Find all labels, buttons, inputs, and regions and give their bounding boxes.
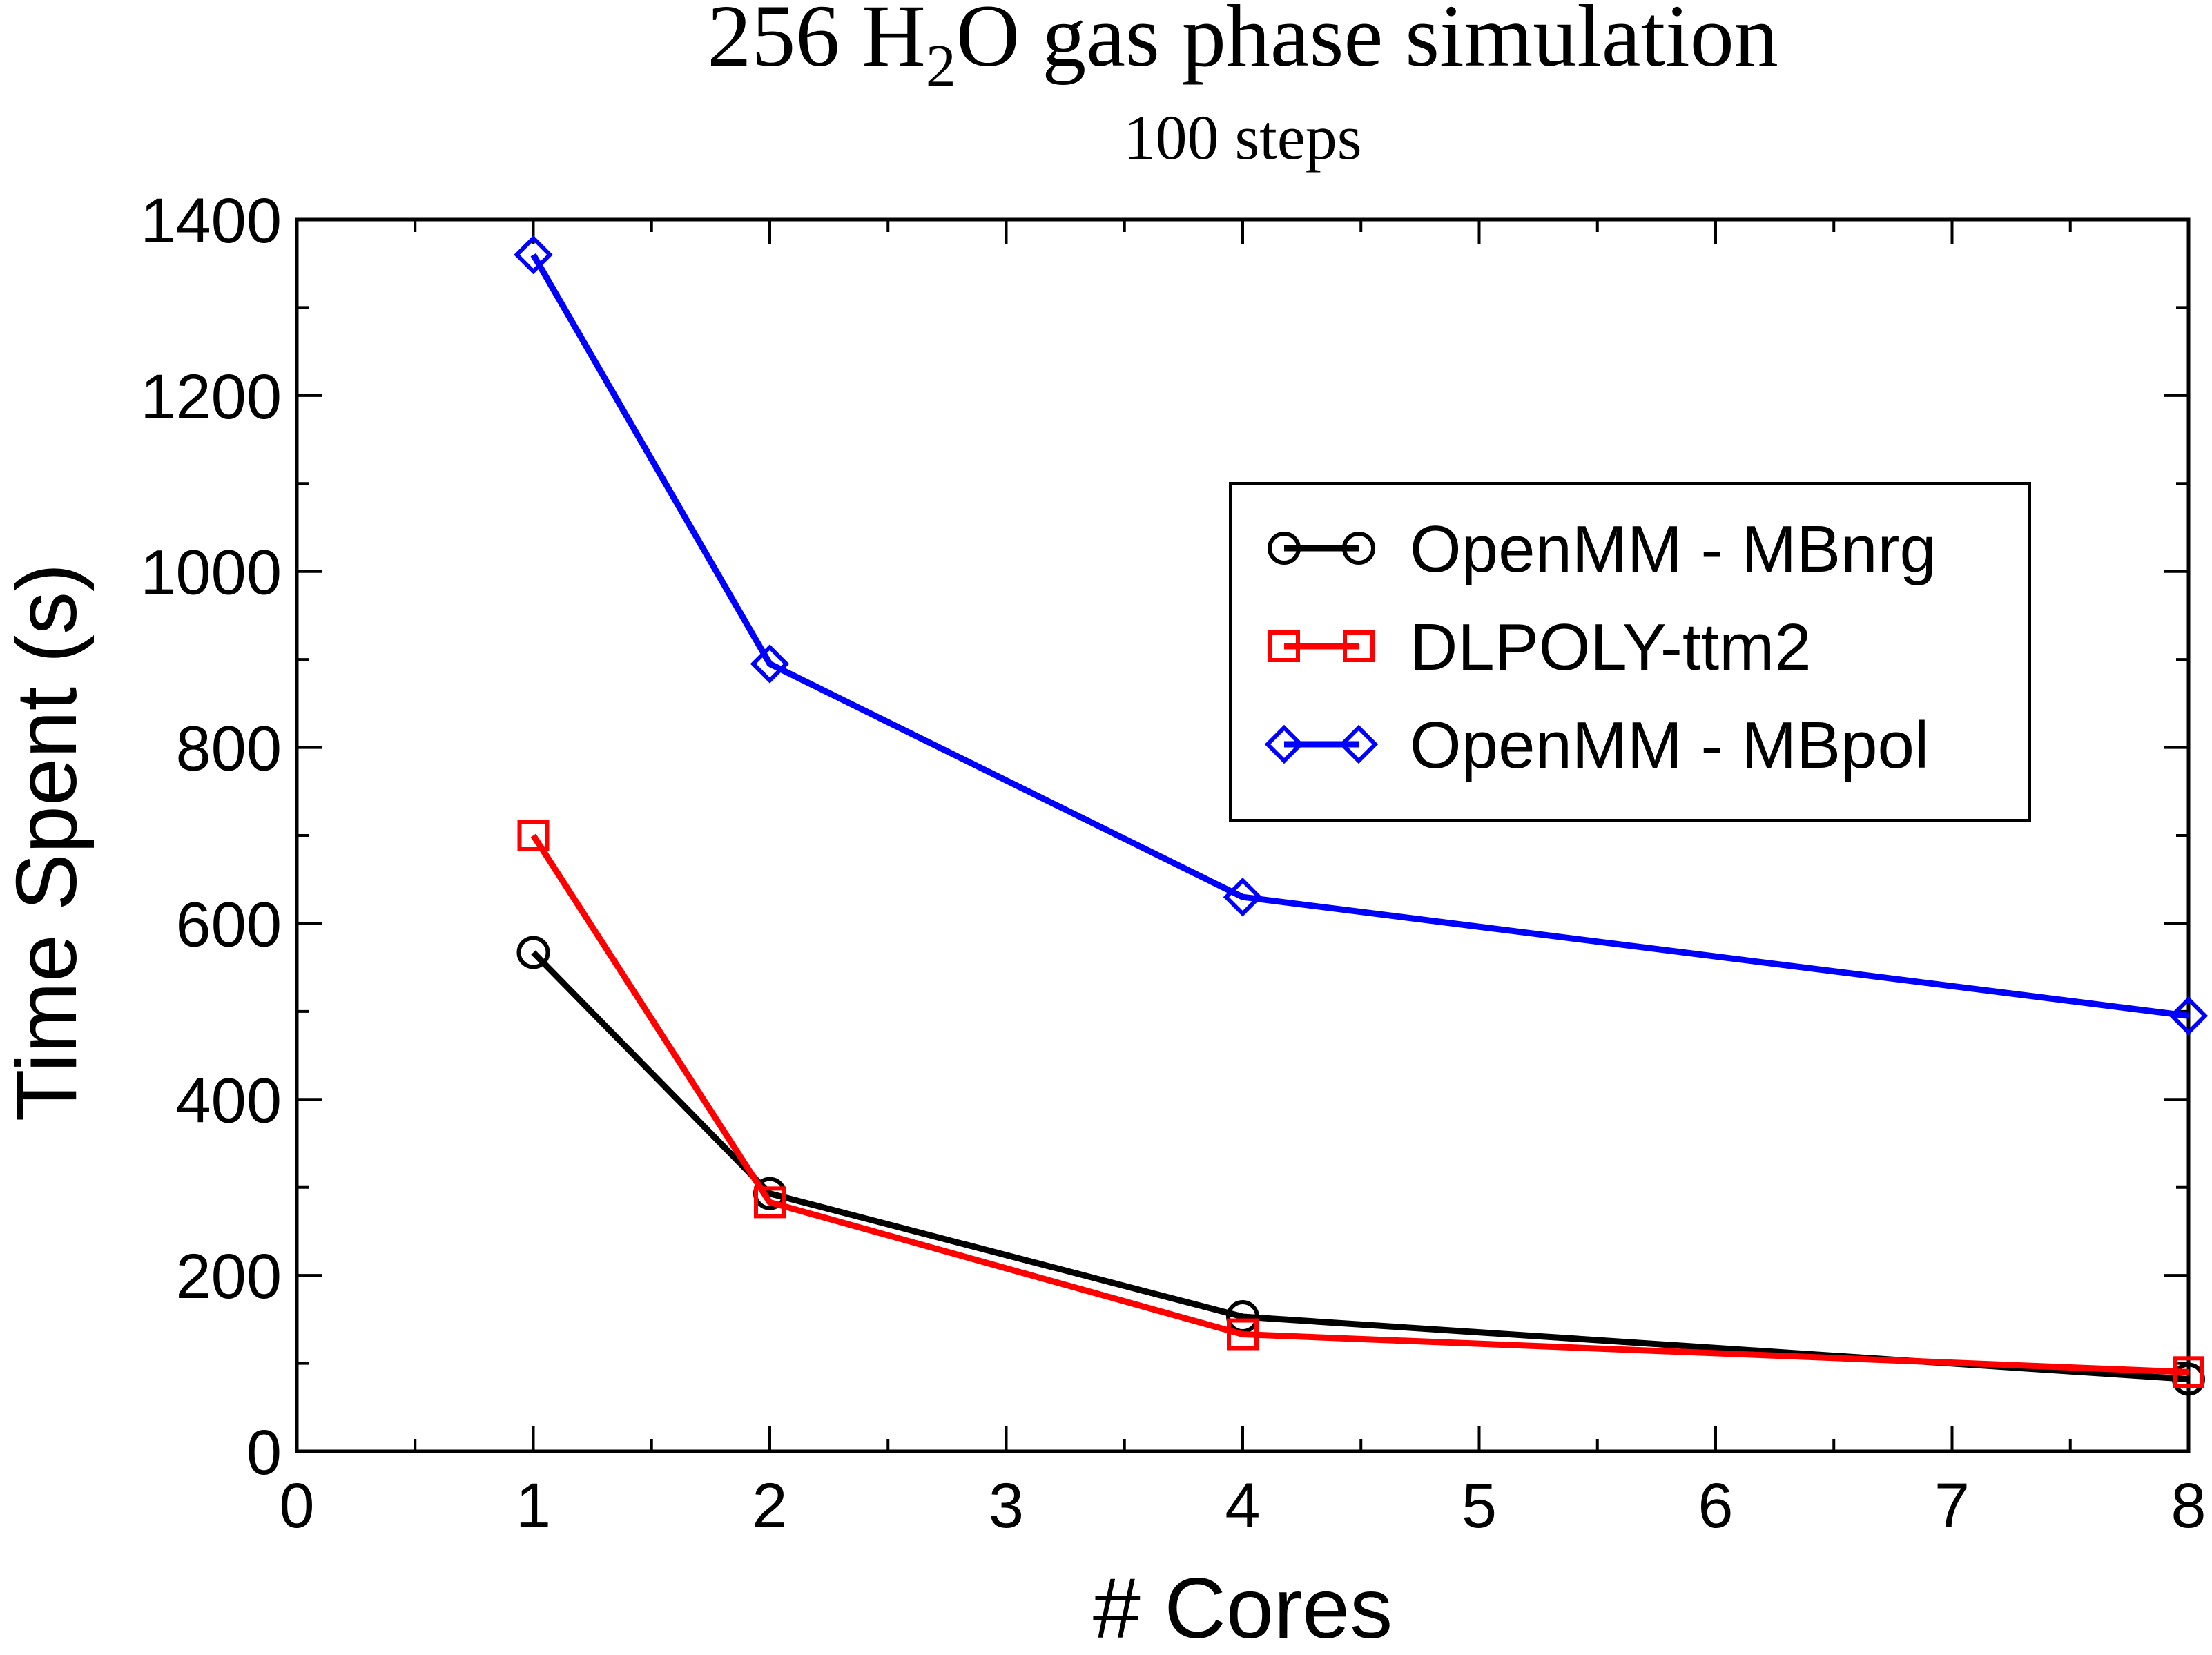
series-group: [514, 235, 2209, 1396]
series-line-openmm-mbnrg: [531, 950, 2189, 1382]
legend: OpenMM - MBnrg DLPOLY-ttm2 OpenMM - MBpol: [1229, 482, 2031, 822]
series-openmm-mbnrg: [516, 936, 2205, 1396]
data-point-dlpoly-ttm2: [754, 1186, 786, 1219]
series-line-dlpoly-ttm2: [530, 833, 2189, 1375]
data-point-dlpoly-ttm2: [517, 820, 550, 851]
data-point-openmm-mbpol: [514, 235, 553, 275]
y-axis-label: Time Spent (s): [0, 563, 95, 1121]
x-tick-label: 7: [1934, 1471, 1970, 1541]
x-axis-label: # Cores: [1093, 1561, 1393, 1652]
y-tick-label: 600: [176, 889, 282, 960]
data-point-openmm-mbpol: [1223, 877, 1263, 917]
y-tick-label: 1400: [140, 186, 282, 256]
y-tick-label: 200: [176, 1241, 282, 1312]
data-point-dlpoly-ttm2: [1227, 1318, 1259, 1351]
legend-marker: [1343, 630, 1375, 662]
chart-title-subscript: 2: [926, 33, 956, 100]
x-tick-label: 3: [989, 1471, 1024, 1541]
x-tick-label: 4: [1225, 1471, 1260, 1541]
legend-label: DLPOLY-ttm2: [1410, 610, 1812, 684]
axes: 0 1 2 3 4 5 6 7 8 0 200 400 600 800 1000 1200 1400: [140, 186, 2206, 1541]
x-tick-label: 1: [516, 1471, 551, 1541]
y-tick-label: 800: [176, 714, 282, 784]
series-line-openmm-mbpol: [530, 253, 2189, 1019]
x-tick-label: 6: [1698, 1471, 1733, 1541]
data-point-openmm-mbpol: [2169, 996, 2209, 1036]
legend-marker: [1339, 724, 1379, 764]
x-tick-label: 5: [1462, 1471, 1497, 1541]
legend-marker: [1268, 532, 1301, 565]
legend-item-dlpoly-ttm2: DLPOLY-ttm2: [1268, 610, 1812, 684]
x-tick-label: 0: [279, 1471, 314, 1541]
x-tick-label: 8: [2171, 1471, 2206, 1541]
data-point-openmm-mbpol: [750, 644, 790, 684]
x-tick-label: 2: [752, 1471, 787, 1541]
y-tick-label: 1200: [140, 362, 282, 432]
legend-label: OpenMM - MBnrg: [1410, 512, 1937, 586]
legend-marker: [1268, 630, 1300, 662]
legend-marker: [1342, 532, 1375, 565]
y-tick-label: 400: [176, 1065, 282, 1136]
data-point-openmm-mbnrg: [516, 936, 550, 969]
series-openmm-mbpol: [514, 235, 2209, 1036]
chart-title-group: 256 H2O gas phase simulation 100 steps: [707, 0, 1778, 173]
chart-title: 256 H2O gas phase simulation: [707, 0, 1778, 100]
legend-item-openmm-mbpol: OpenMM - MBpol: [1264, 708, 1929, 782]
legend-label: OpenMM - MBpol: [1410, 708, 1929, 782]
chart-title-prefix: 256 H: [707, 0, 925, 85]
plot-frame: [295, 217, 2191, 1453]
chart-subtitle: 100 steps: [1124, 102, 1362, 173]
legend-item-openmm-mbnrg: OpenMM - MBnrg: [1268, 512, 1937, 586]
chart-title-suffix: O gas phase simulation: [956, 0, 1778, 85]
series-dlpoly-ttm2: [517, 820, 2204, 1388]
legend-box: [1229, 482, 2031, 822]
legend-marker: [1264, 724, 1304, 764]
y-tick-label: 1000: [140, 538, 282, 608]
y-tick-label: 0: [246, 1417, 282, 1488]
data-point-dlpoly-ttm2: [2173, 1356, 2204, 1388]
